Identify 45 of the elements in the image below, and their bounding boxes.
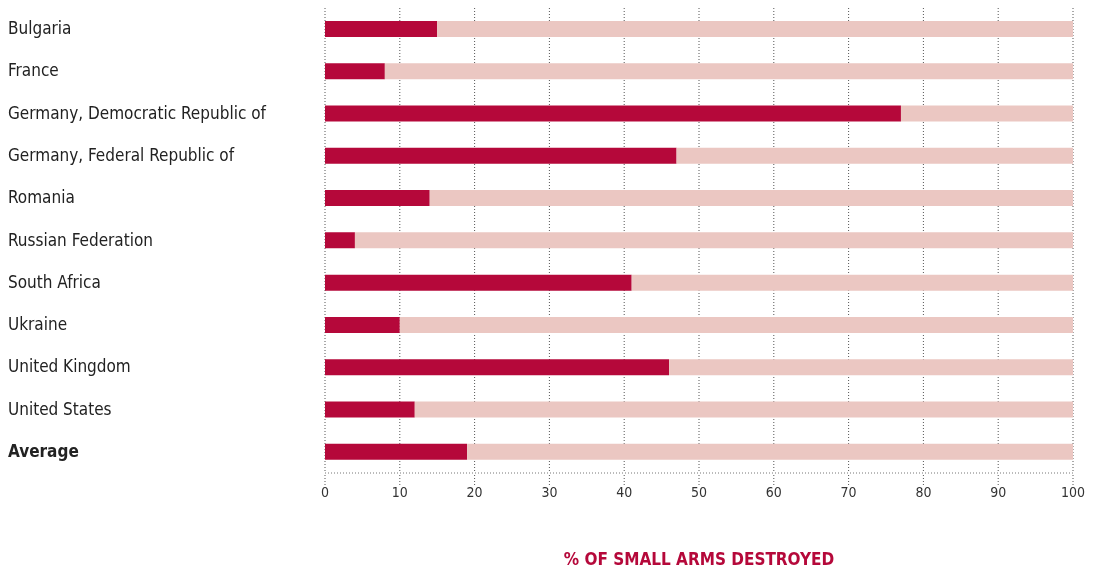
bar (900, 105, 1073, 122)
x-tick-label: 60 (765, 483, 782, 500)
y-tick-label: South Africa (8, 271, 101, 292)
bar (325, 147, 677, 164)
bar (325, 443, 468, 460)
x-tick-label: 90 (990, 483, 1007, 500)
y-tick-label: Average (8, 440, 79, 461)
bar (676, 147, 1073, 164)
y-tick-label: Germany, Federal Republic of (8, 144, 235, 165)
bar (631, 274, 1073, 291)
y-tick-label: Romania (8, 187, 75, 208)
x-tick-label: 0 (320, 483, 330, 500)
bar (414, 401, 1073, 418)
bar (325, 274, 632, 291)
bar (437, 21, 1073, 37)
bar (325, 21, 438, 37)
bar (325, 359, 670, 376)
x-tick-label: 20 (466, 483, 483, 500)
x-tick-label: 70 (840, 483, 857, 500)
bar (669, 359, 1073, 376)
bar (325, 401, 415, 418)
y-tick-label: Ukraine (8, 314, 68, 335)
bar (354, 232, 1073, 249)
bar (325, 63, 385, 80)
bar (325, 232, 355, 249)
y-tick-label: United Kingdom (8, 356, 131, 377)
y-tick-label: Russian Federation (8, 229, 154, 250)
x-tick-label: 40 (616, 483, 633, 500)
y-tick-label: United States (8, 398, 112, 419)
bar (325, 105, 901, 122)
x-tick-label: 100 (1060, 483, 1086, 500)
y-tick-label: Bulgaria (8, 18, 72, 39)
y-tick-label: France (8, 60, 59, 81)
x-tick-label: 10 (391, 483, 408, 500)
bar (399, 316, 1073, 333)
bar (384, 63, 1073, 80)
x-tick-label: 30 (541, 483, 558, 500)
x-tick-label: 50 (690, 483, 708, 500)
bar (325, 190, 430, 207)
x-tick-label: 80 (915, 483, 932, 500)
y-tick-label: Germany, Democratic Republic of (8, 102, 267, 123)
bar (325, 316, 400, 333)
bar (467, 443, 1073, 460)
x-axis-title: % OF SMALL ARMS DESTROYED (563, 549, 835, 569)
bar (429, 190, 1073, 207)
